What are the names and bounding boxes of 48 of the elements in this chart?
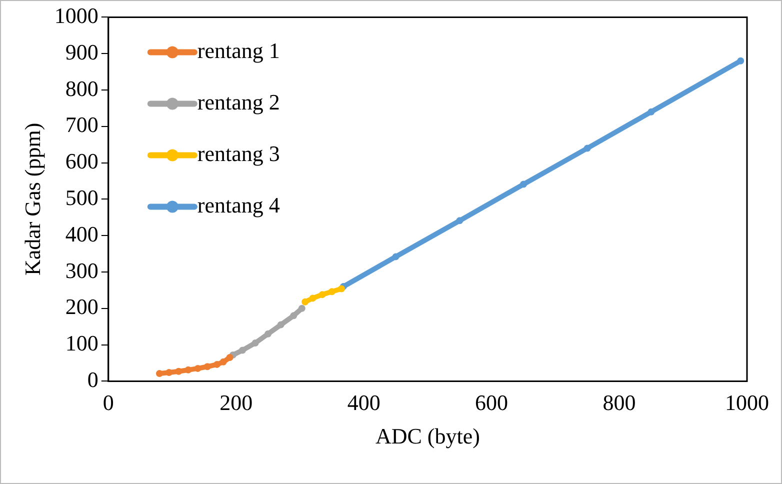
x-tick-label: 400 — [347, 390, 380, 416]
x-axis-title: ADC (byte) — [375, 424, 480, 449]
y-tick-label: 600 — [65, 148, 98, 174]
point — [239, 346, 246, 354]
x-tick-label: 800 — [602, 390, 636, 416]
x-tick-label: 1000 — [725, 390, 769, 416]
x-tick-label: 600 — [475, 390, 508, 416]
point — [220, 358, 227, 366]
point — [309, 294, 316, 302]
y-tick-label: 500 — [65, 184, 98, 210]
point — [392, 253, 400, 260]
x-tick-label: 0 — [102, 390, 114, 416]
point — [290, 312, 298, 320]
point — [184, 366, 192, 374]
point — [175, 368, 182, 375]
point — [298, 304, 306, 312]
y-tick-label: 900 — [65, 39, 98, 64]
legend-label: rentang 1 — [197, 38, 280, 63]
y-tick-label: 1000 — [54, 2, 98, 28]
point — [277, 321, 284, 328]
point — [328, 288, 336, 296]
point — [204, 363, 211, 370]
point — [213, 360, 220, 368]
legend-label: rentang 3 — [197, 140, 280, 166]
point — [584, 144, 591, 152]
point — [252, 339, 259, 346]
point — [648, 108, 655, 116]
y-tick-label: 200 — [65, 294, 98, 320]
y-tick-label: 0 — [87, 366, 98, 392]
legend-label: rentang 4 — [197, 192, 280, 218]
y-axis-title: Kadar Gas (ppm) — [20, 122, 45, 276]
point — [302, 298, 309, 306]
legend-label: rentang 2 — [197, 89, 280, 114]
point — [520, 180, 527, 188]
y-tick-label: 300 — [65, 258, 98, 283]
point — [194, 364, 202, 372]
point — [264, 330, 272, 338]
point — [737, 57, 744, 64]
y-tick-label: 800 — [65, 76, 98, 101]
point — [318, 291, 326, 298]
x-tick-label: 200 — [220, 390, 253, 416]
point — [166, 368, 173, 376]
point — [456, 217, 464, 224]
point — [156, 370, 163, 378]
y-tick-label: 700 — [65, 112, 98, 138]
point — [226, 354, 234, 362]
y-tick-label: 400 — [65, 221, 98, 246]
y-tick-label: 100 — [65, 330, 98, 356]
